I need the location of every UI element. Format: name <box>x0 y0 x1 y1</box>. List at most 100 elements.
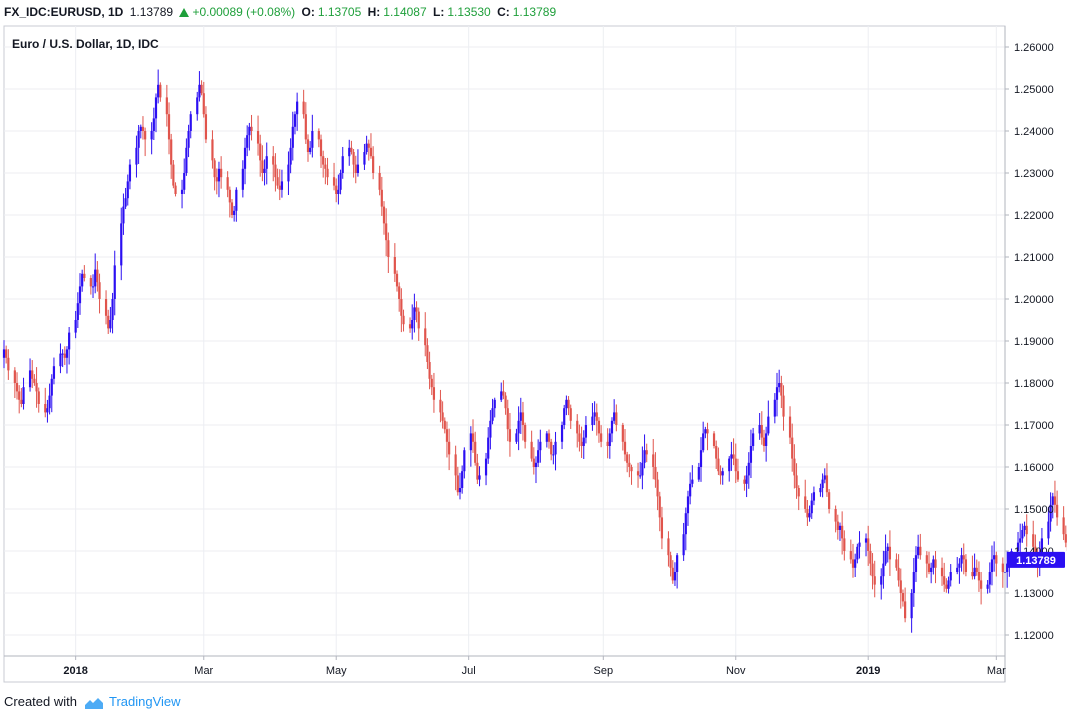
candle-up <box>973 567 976 577</box>
candle-up <box>150 131 153 140</box>
time-axis[interactable]: 2018 Mar May Jul Sep Nov 2019 Mar <box>63 656 1006 677</box>
candle-up <box>676 555 679 572</box>
candle-down <box>33 378 36 383</box>
candle-down <box>645 450 648 455</box>
candle-down <box>141 126 145 131</box>
candle-up <box>910 593 913 619</box>
candle-up <box>810 500 813 514</box>
footer: Created with TradingView <box>4 694 181 710</box>
tradingview-logo-icon <box>84 698 103 709</box>
candle-up <box>956 567 959 572</box>
candle-up <box>775 387 779 400</box>
candle-up <box>233 210 236 215</box>
candlestick-chart[interactable]: 1.120001.130001.140001.150001.160001.170… <box>0 0 1067 690</box>
candle-down <box>322 156 325 165</box>
candle-up <box>1051 496 1054 505</box>
close-value: 1.13789 <box>512 5 557 19</box>
candle-down <box>867 538 870 551</box>
low-value: 1.13530 <box>447 5 491 19</box>
candle-down <box>652 454 655 467</box>
last-price: 1.13789 <box>129 5 174 19</box>
candle-down <box>1064 534 1067 543</box>
up-arrow-icon <box>179 8 190 17</box>
price-tick-label: 1.21000 <box>1014 252 1054 264</box>
candle-up <box>76 303 79 320</box>
candle-down <box>369 147 373 157</box>
candle-up <box>120 223 123 266</box>
candle-up <box>858 542 861 547</box>
candle-down <box>623 441 627 455</box>
candle-down <box>760 425 763 438</box>
candle-up <box>1021 530 1024 539</box>
candle-down <box>791 437 794 459</box>
candle-down <box>202 93 205 115</box>
candles <box>2 69 1067 633</box>
candle-up <box>988 572 991 585</box>
candle-up <box>886 546 889 551</box>
candle-down <box>448 441 451 455</box>
candle-up <box>289 147 292 165</box>
candle-down <box>578 433 581 442</box>
candle-up <box>458 488 462 493</box>
tradingview-brand-link[interactable]: TradingView <box>109 694 181 709</box>
candle-up <box>947 580 950 589</box>
close-label: C: <box>497 5 510 19</box>
high-value: 1.14087 <box>383 5 427 19</box>
candle-up <box>565 399 568 409</box>
candle-up <box>752 433 755 446</box>
candle-up <box>137 131 140 148</box>
candle-down <box>159 84 162 98</box>
candle-down <box>476 462 479 480</box>
candle-down <box>432 387 436 400</box>
time-tick-label: Mar <box>987 665 1006 677</box>
candle-up <box>773 399 776 417</box>
candle-down <box>743 479 746 484</box>
candle-down <box>706 429 709 434</box>
candle-down <box>901 593 905 602</box>
candle-up <box>699 450 703 467</box>
candle-up <box>1023 525 1026 530</box>
candle-up <box>1040 538 1044 556</box>
candle-down <box>793 458 796 476</box>
candle-down <box>220 168 223 178</box>
candle-up <box>856 546 859 560</box>
candle-down <box>804 496 807 509</box>
candle-up <box>500 391 503 400</box>
candle-up <box>94 269 97 287</box>
price-tick-label: 1.22000 <box>1014 210 1054 222</box>
candle-down <box>836 521 839 530</box>
candle-down <box>1025 525 1028 535</box>
candle-up <box>461 471 464 488</box>
candle-down <box>945 584 948 589</box>
candle-up <box>854 559 857 568</box>
candle-up <box>914 555 918 572</box>
symbol-label[interactable]: FX_IDC:EURUSD, 1D <box>4 5 124 19</box>
candle-down <box>899 580 902 593</box>
candle-up <box>1006 563 1009 572</box>
candle-down <box>385 223 388 241</box>
candle-up <box>463 450 466 472</box>
candle-down <box>621 425 624 442</box>
candle-up <box>293 114 297 127</box>
candle-down <box>873 576 876 585</box>
candle-down <box>615 412 618 425</box>
candle-up <box>990 559 994 572</box>
candle-up <box>311 131 314 148</box>
candle-down <box>606 441 609 446</box>
candle-down <box>98 282 101 299</box>
candle-up <box>882 563 885 577</box>
candle-up <box>469 433 472 451</box>
candle-down <box>443 420 446 430</box>
candle-down <box>200 84 203 94</box>
candle-down <box>402 315 405 325</box>
candle-down <box>524 425 527 442</box>
candle-down <box>378 173 381 190</box>
candle-down <box>1053 496 1057 505</box>
candle-up <box>823 475 826 480</box>
candle-down <box>971 572 974 577</box>
candle-down <box>424 328 427 346</box>
candle-down <box>172 164 175 186</box>
candle-up <box>413 307 416 320</box>
candle-up <box>691 479 694 484</box>
candle-down <box>580 441 583 446</box>
